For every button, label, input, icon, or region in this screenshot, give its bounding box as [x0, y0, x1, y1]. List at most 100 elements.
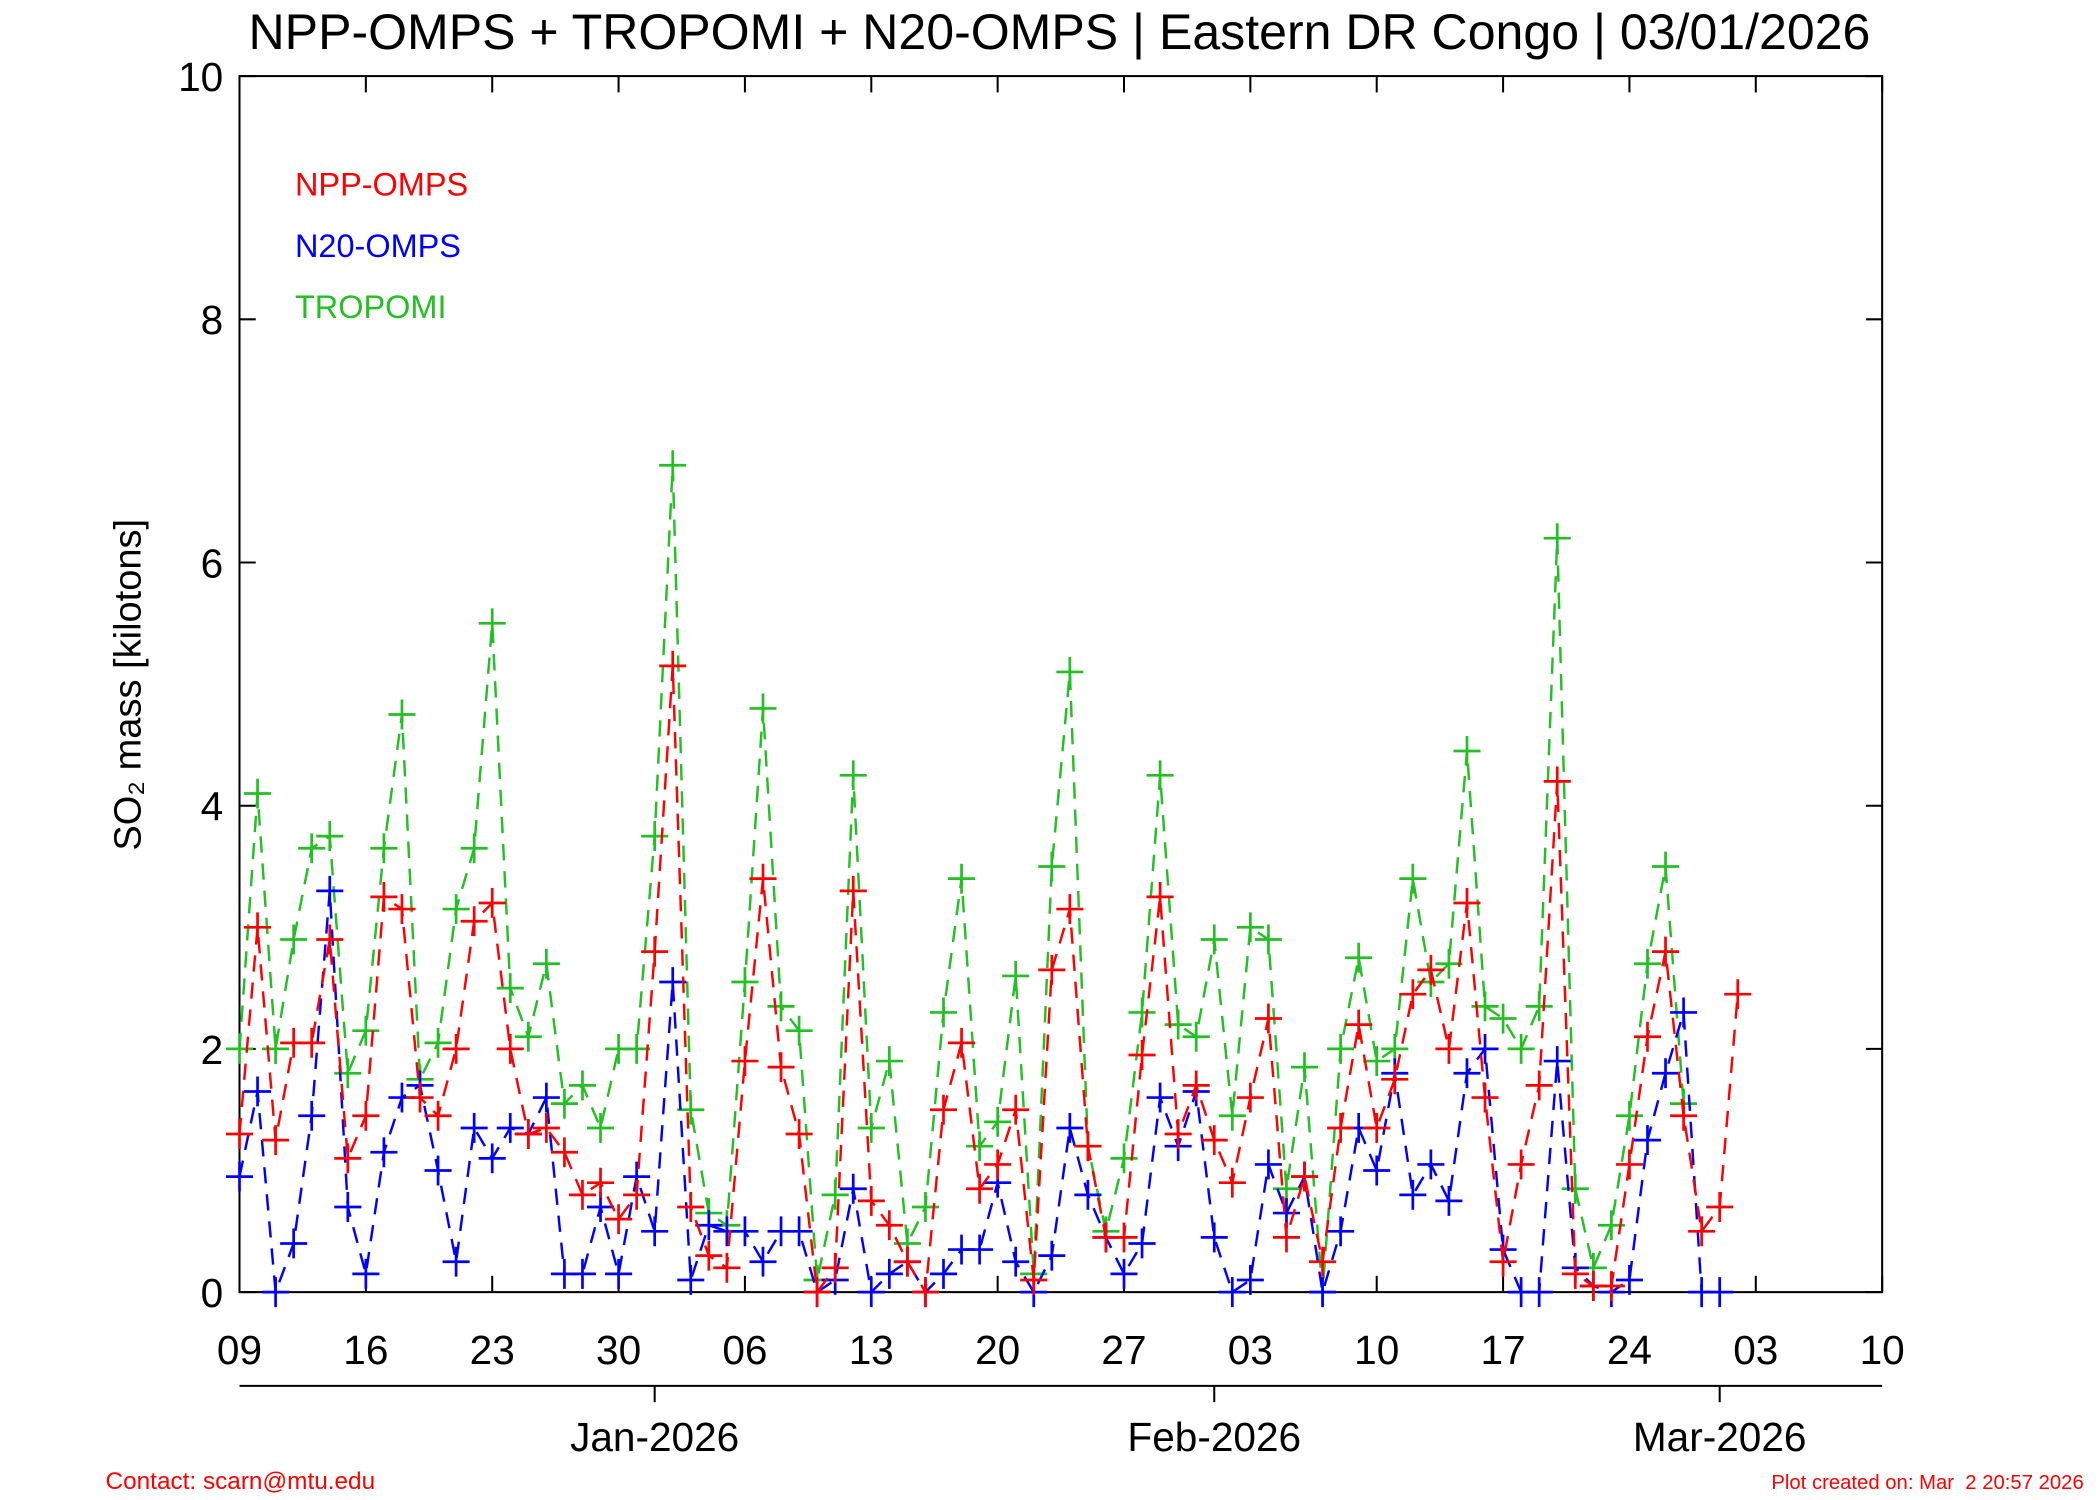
data-point: [1525, 1070, 1553, 1101]
data-point: [677, 1094, 705, 1125]
data-point: [280, 924, 308, 955]
month-label: Feb-2026: [1127, 1414, 1301, 1460]
series-line: [238, 665, 1739, 1296]
data-point: [244, 912, 272, 943]
data-point: [1327, 1033, 1355, 1064]
data-point: [280, 1228, 308, 1259]
data-point: [496, 1113, 524, 1143]
data-point: [316, 875, 344, 906]
data-point: [785, 1015, 813, 1046]
data-point: [262, 1277, 290, 1308]
data-point: [749, 1246, 777, 1277]
data-point: [568, 1179, 597, 1210]
data-point: [244, 778, 272, 809]
data-point: [1417, 954, 1445, 985]
data-point: [1615, 1265, 1643, 1295]
series-line: [238, 890, 1720, 1295]
data-point: [532, 948, 560, 979]
data-point: [1652, 851, 1680, 882]
data-point: [1435, 1033, 1463, 1064]
data-point: [460, 1113, 488, 1143]
data-point: [966, 1234, 994, 1265]
x-tick-label: 30: [596, 1327, 641, 1373]
x-tick-label: 03: [1228, 1327, 1273, 1373]
data-point: [496, 1033, 524, 1064]
data-point: [1633, 1021, 1662, 1052]
data-point: [1002, 1094, 1030, 1125]
data-point: [641, 1216, 669, 1247]
data-point: [1453, 736, 1481, 766]
data-point: [334, 1192, 362, 1222]
data-point: [948, 1027, 976, 1058]
data-point: [424, 1155, 452, 1186]
data-point: [388, 699, 416, 730]
data-point: [857, 1185, 885, 1216]
plot-frame: [238, 75, 1884, 1294]
data-point: [893, 1246, 921, 1277]
data-point: [1633, 948, 1662, 979]
data-point: [839, 875, 867, 906]
data-point: [244, 1076, 272, 1107]
data-point: [695, 1210, 723, 1241]
data-point: [1489, 1246, 1517, 1277]
data-point: [568, 1258, 597, 1289]
data-point: [1363, 1155, 1391, 1186]
data-point: [1543, 523, 1571, 554]
data-point: [586, 1113, 615, 1143]
data-point: [984, 1106, 1012, 1137]
data-point: [1435, 1185, 1463, 1216]
data-point: [929, 1258, 958, 1289]
data-point: [1615, 1100, 1643, 1131]
data-point: [424, 1027, 452, 1058]
data-point: [857, 1277, 885, 1308]
data-point: [316, 924, 344, 955]
x-tick-label: 16: [343, 1327, 388, 1373]
data-point: [1164, 1119, 1192, 1149]
data-point: [298, 1027, 326, 1058]
data-point: [659, 650, 687, 681]
data-point: [370, 833, 398, 864]
data-point: [1363, 1046, 1391, 1077]
data-point: [1038, 851, 1066, 882]
legend-label: N20-OMPS: [295, 228, 461, 264]
data-point: [1290, 1052, 1319, 1083]
data-point: [966, 1131, 994, 1162]
data-point: [1200, 924, 1228, 955]
data-point: [550, 1088, 578, 1119]
data-point: [1074, 1179, 1102, 1210]
data-point: [1489, 1003, 1517, 1034]
data-point: [316, 821, 344, 852]
month-label: Jan-2026: [570, 1414, 739, 1460]
data-point: [1254, 1149, 1282, 1180]
legend-label: TROPOMI: [295, 289, 446, 325]
x-tick-label: 20: [975, 1327, 1020, 1373]
data-point: [1435, 948, 1463, 979]
data-point: [839, 1173, 867, 1204]
data-point: [514, 1021, 542, 1052]
data-point: [821, 1252, 849, 1283]
data-point: [1309, 1277, 1337, 1308]
data-point: [623, 1033, 651, 1064]
y-tick-label: 4: [201, 784, 224, 830]
data-point: [677, 1192, 705, 1222]
y-tick-label: 6: [201, 540, 224, 586]
data-point: [839, 760, 867, 791]
data-point: [1056, 894, 1084, 925]
y-tick-label: 2: [201, 1027, 224, 1073]
data-point: [370, 1137, 398, 1168]
data-point: [875, 1046, 903, 1077]
data-point: [659, 967, 687, 997]
month-label: Mar-2026: [1633, 1414, 1807, 1460]
data-point: [1597, 1271, 1625, 1301]
legend-label: NPP-OMPS: [295, 167, 468, 203]
data-point: [424, 1100, 452, 1131]
data-point: [550, 1137, 578, 1168]
data-point: [785, 1119, 813, 1149]
data-point: [352, 1100, 380, 1131]
data-point: [911, 1277, 939, 1308]
data-point: [1290, 1161, 1319, 1192]
footer-contact: Contact: scarn@mtu.edu: [106, 1468, 376, 1495]
x-tick-label: 06: [722, 1327, 767, 1373]
data-point: [1056, 656, 1084, 687]
